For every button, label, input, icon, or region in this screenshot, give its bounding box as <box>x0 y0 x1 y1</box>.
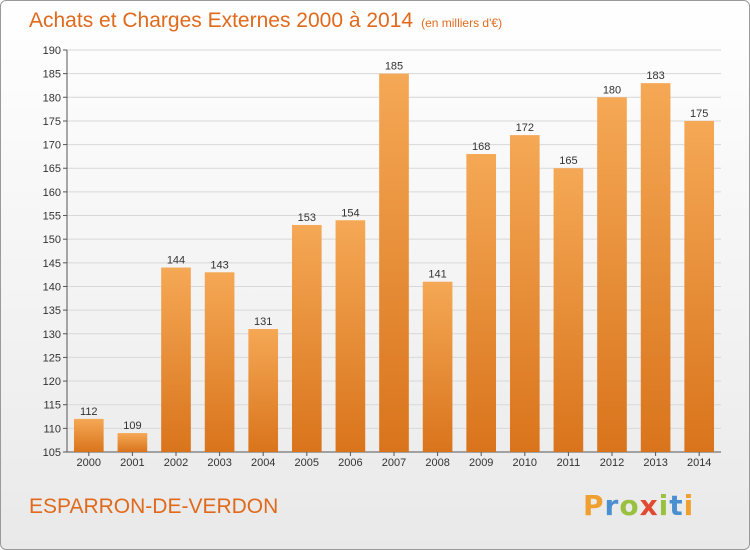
x-tick-label: 2007 <box>382 457 406 469</box>
x-tick-label: 2000 <box>77 457 101 469</box>
bar <box>248 329 279 452</box>
bars <box>73 73 715 453</box>
y-tick-label: 125 <box>43 352 61 364</box>
bar-value-label: 144 <box>167 255 185 267</box>
x-tick-label: 2006 <box>338 457 362 469</box>
y-tick-label: 180 <box>43 92 61 104</box>
bar-value-label: 180 <box>603 84 621 96</box>
y-tick-label: 115 <box>43 400 61 412</box>
bar-value-label: 112 <box>80 406 98 418</box>
location-label: ESPARRON-DE-VERDON <box>29 495 279 518</box>
y-tick-label: 140 <box>43 281 61 293</box>
bar-value-label: 168 <box>472 141 490 153</box>
y-tick-label: 165 <box>43 163 61 175</box>
bar-value-label: 185 <box>385 61 403 73</box>
bar <box>640 83 671 452</box>
x-tick-label: 2003 <box>207 457 231 469</box>
bar <box>73 418 104 452</box>
y-tick-label: 190 <box>43 45 61 57</box>
bar-value-label: 141 <box>428 269 446 281</box>
bar-value-label: 154 <box>341 207 359 219</box>
y-tick-label: 160 <box>43 187 61 199</box>
bar <box>117 433 148 452</box>
bar <box>204 272 235 452</box>
chart-title: Achats et Charges Externes 2000 à 2014 (e… <box>29 9 502 33</box>
y-tick-label: 110 <box>43 423 61 435</box>
proxiti-logo[interactable]: Proxiti <box>583 489 695 522</box>
y-tick-label: 145 <box>43 258 61 270</box>
bar-value-label: 183 <box>646 70 664 82</box>
x-tick-label: 2002 <box>164 457 188 469</box>
bar <box>379 73 409 452</box>
y-tick-label: 135 <box>43 305 61 317</box>
x-tick-label: 2010 <box>513 457 537 469</box>
bar-value-label: 153 <box>298 212 316 224</box>
labels: 105 110 115 120 125 130 135 140 145 150 155 160 165 1… <box>43 45 712 469</box>
y-tick-label: 185 <box>43 69 61 81</box>
bar <box>335 220 366 452</box>
bar <box>597 97 627 452</box>
x-tick-label: 2012 <box>600 457 624 469</box>
bar <box>422 281 453 452</box>
y-tick-label: 120 <box>43 376 61 388</box>
y-tick-label: 170 <box>43 140 61 152</box>
bar-value-label: 172 <box>516 122 534 134</box>
bar <box>291 224 322 452</box>
y-tick-label: 150 <box>43 234 61 246</box>
chart-title-text: Achats et Charges Externes 2000 à 2014 <box>29 9 414 32</box>
x-tick-label: 2004 <box>251 457 275 469</box>
bar <box>509 135 540 453</box>
y-tick-label: 105 <box>43 447 61 459</box>
x-tick-label: 2005 <box>295 457 319 469</box>
y-tick-label: 130 <box>43 329 61 341</box>
bar-value-label: 165 <box>559 155 577 167</box>
bar <box>161 267 191 452</box>
x-tick-label: 2014 <box>687 457 711 469</box>
x-tick-label: 2011 <box>557 457 581 469</box>
bar <box>684 120 715 453</box>
bar-value-label: 109 <box>123 420 141 432</box>
y-tick-label: 155 <box>43 211 61 223</box>
bar <box>553 168 584 452</box>
y-tick-label: 175 <box>43 116 61 128</box>
bar-value-label: 131 <box>254 316 272 328</box>
x-tick-label: 2001 <box>120 457 144 469</box>
x-tick-label: 2009 <box>469 457 493 469</box>
x-tick-label: 2008 <box>425 457 449 469</box>
x-tick-label: 2013 <box>643 457 667 469</box>
bar-value-label: 143 <box>210 259 228 271</box>
bar <box>466 154 497 452</box>
chart-subtitle: (en milliers d'€) <box>421 16 503 30</box>
bar-value-label: 175 <box>690 108 708 120</box>
